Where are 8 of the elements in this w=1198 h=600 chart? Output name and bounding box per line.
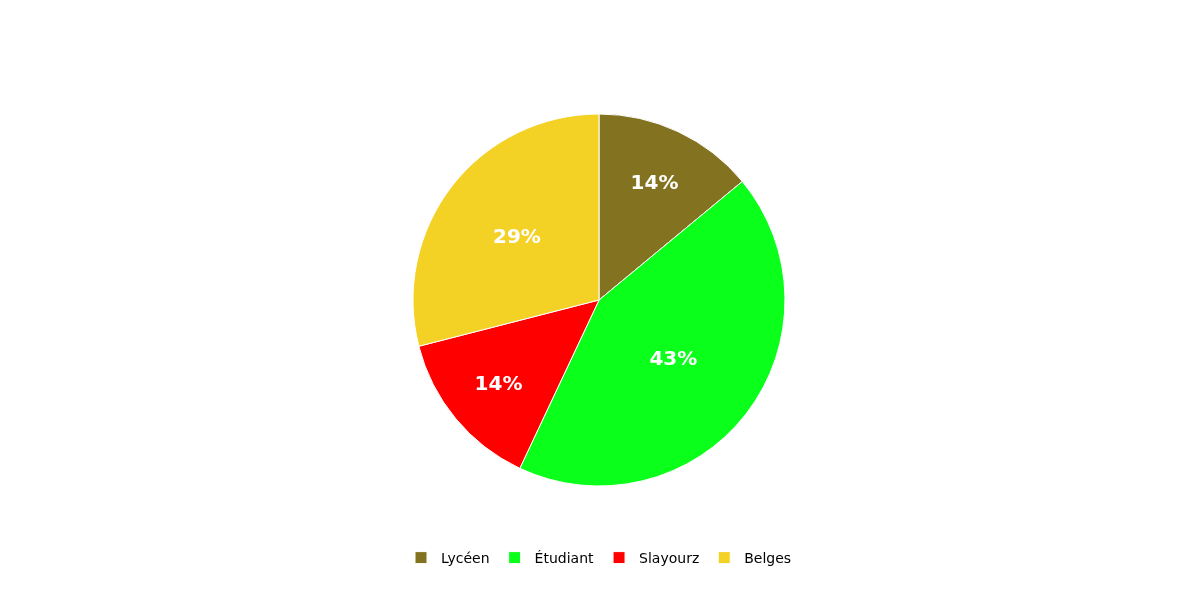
- legend-label: Belges: [744, 550, 792, 567]
- data-label: 43%: [649, 345, 698, 370]
- legend-label: Slayourz: [639, 550, 700, 567]
- data-label: 14%: [630, 169, 679, 194]
- data-label: 14%: [474, 371, 523, 396]
- legend-label: Lycéen: [441, 550, 490, 567]
- legend-label: Étudiant: [534, 550, 595, 567]
- data-label: 29%: [492, 224, 541, 249]
